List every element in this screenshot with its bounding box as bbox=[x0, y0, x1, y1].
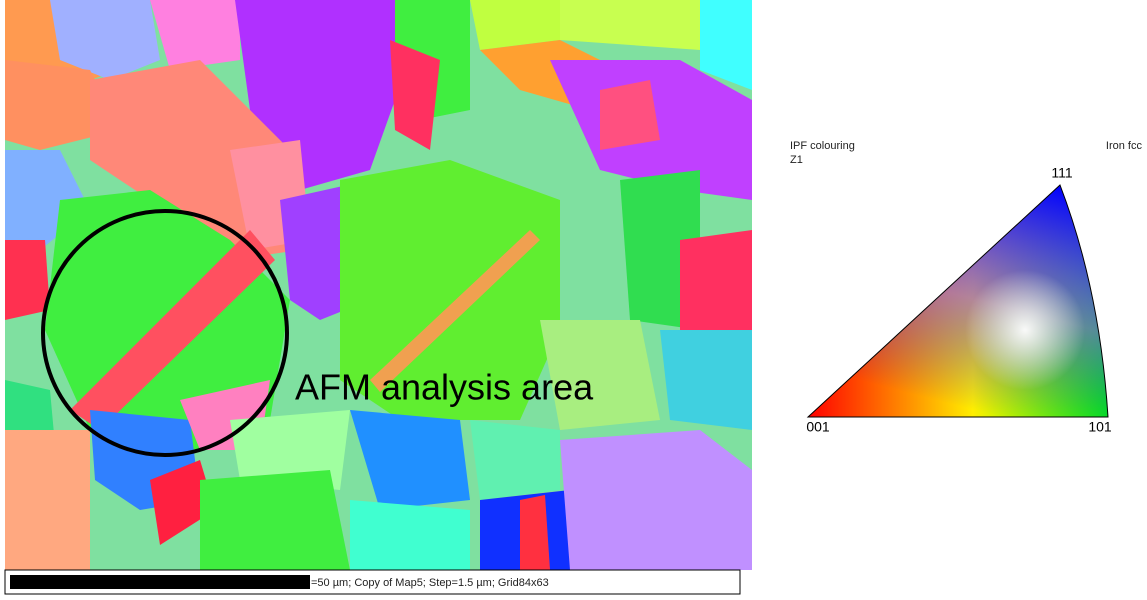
scale-bar-text: =50 µm; Copy of Map5; Step=1.5 µm; Grid8… bbox=[311, 577, 549, 589]
legend-title: IPF colouring bbox=[790, 140, 855, 152]
legend-phase: Iron fcc bbox=[1106, 140, 1143, 152]
corner-101: 101 bbox=[1088, 419, 1112, 435]
corner-001: 001 bbox=[806, 419, 830, 435]
ebsd-map bbox=[5, 0, 752, 570]
ipf-white-shade bbox=[808, 185, 1108, 417]
ipf-legend: IPF colouring Iron fcc Z1 111 001 101 bbox=[790, 140, 1142, 435]
scale-bar bbox=[10, 575, 310, 589]
annotation: AFM analysis area bbox=[295, 367, 594, 408]
legend-direction: Z1 bbox=[790, 154, 803, 166]
figure: AFM analysis area =50 µm; Copy of Map5; … bbox=[0, 0, 1147, 595]
corner-111: 111 bbox=[1051, 165, 1072, 181]
